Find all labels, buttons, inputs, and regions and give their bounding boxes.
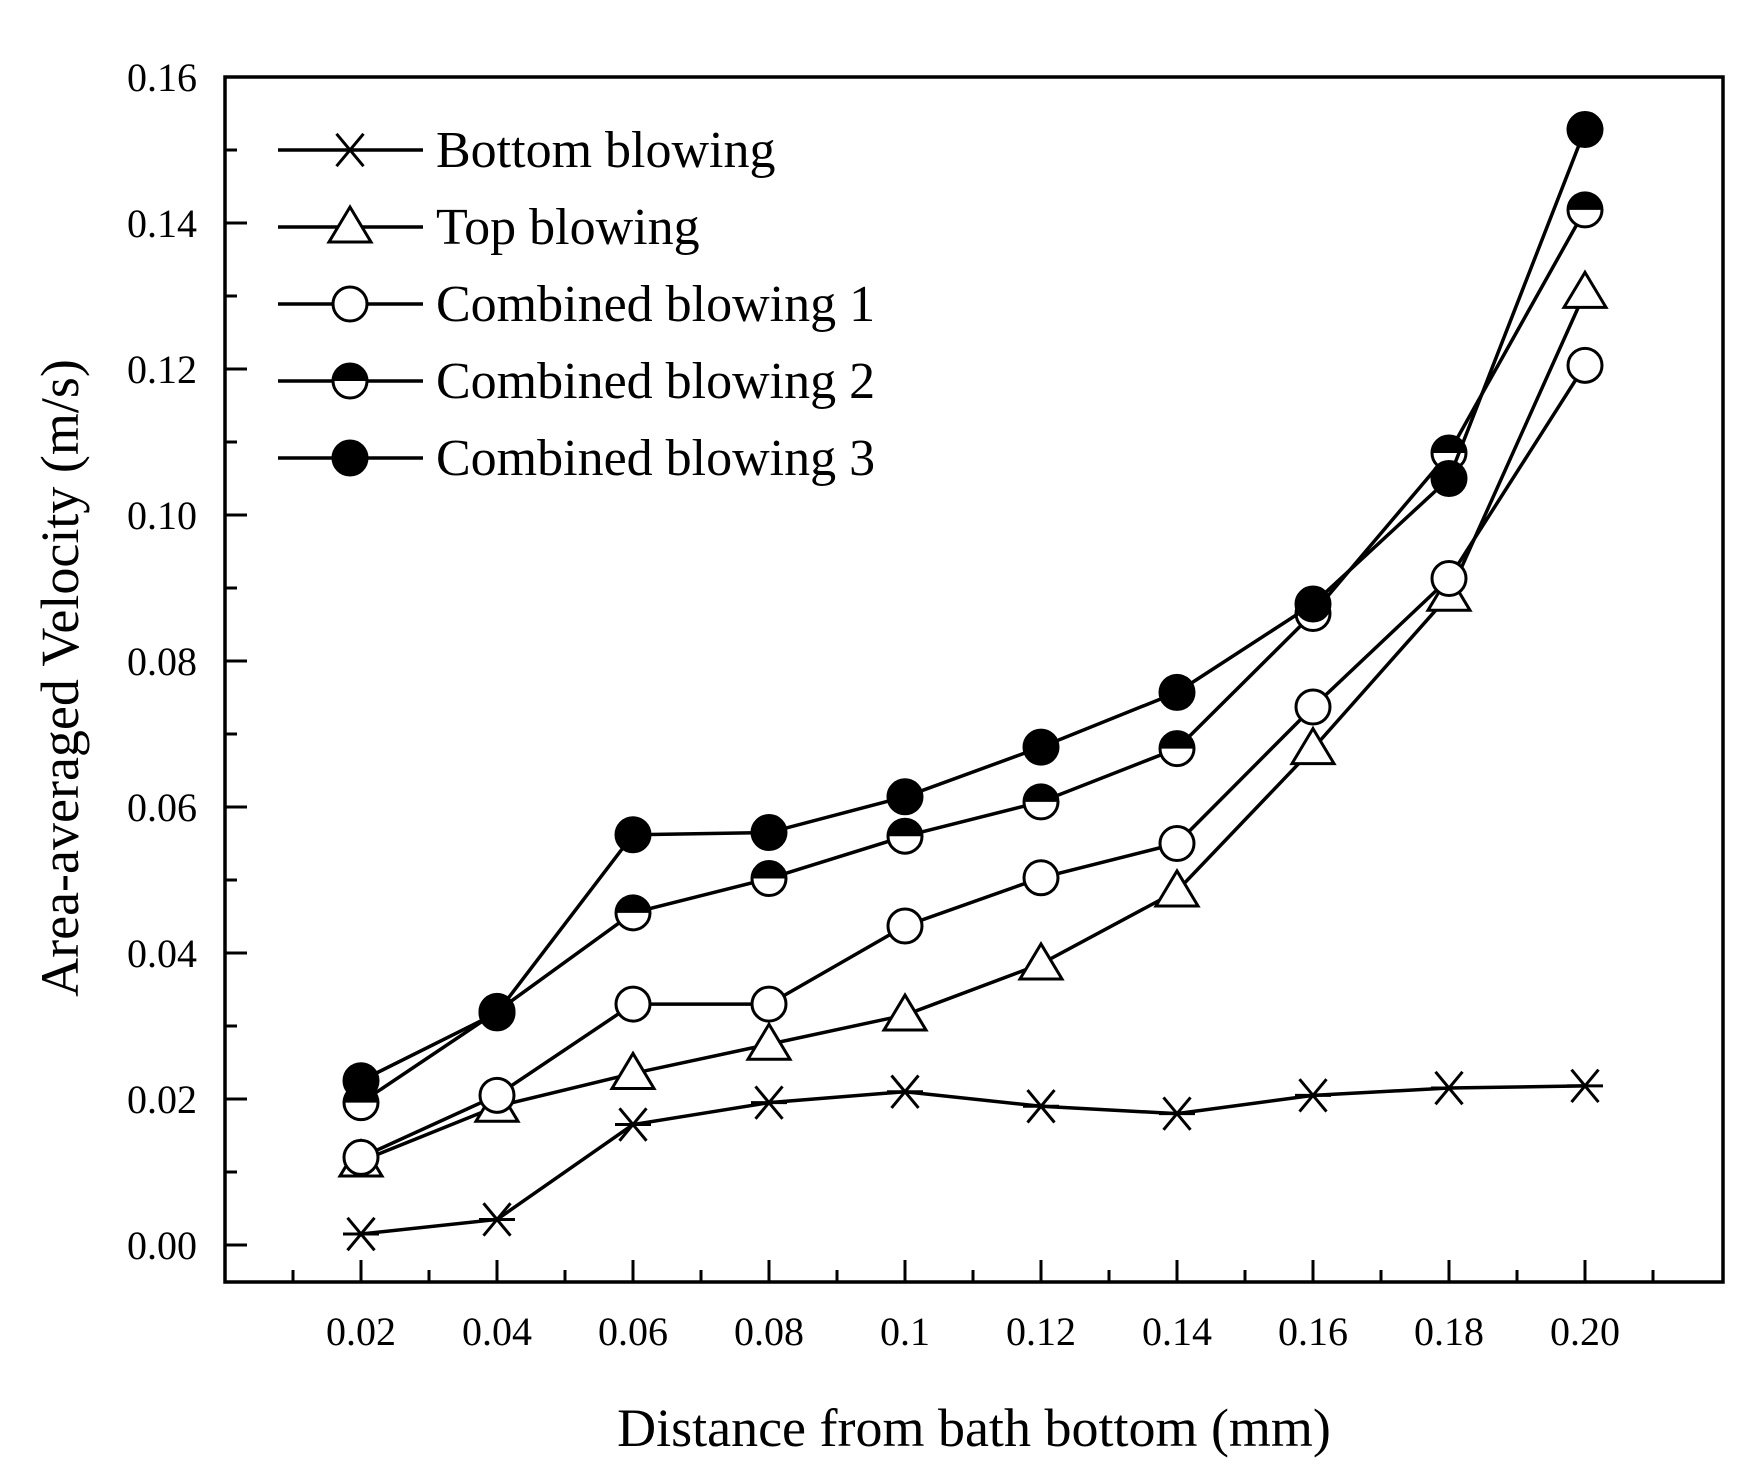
data-point [1022, 859, 1060, 897]
legend-label: Combined blowing 3 [436, 430, 875, 487]
series-line [360, 291, 1587, 1163]
data-point [886, 907, 924, 945]
data-point [609, 1050, 657, 1090]
legend-label: Combined blowing 2 [436, 353, 875, 410]
data-point [1153, 868, 1201, 908]
legend-marker [331, 285, 369, 323]
y-tick-label: 0.08 [127, 639, 197, 684]
legend-label: Top blowing [436, 199, 700, 256]
data-point [1294, 688, 1332, 726]
data-point [1566, 111, 1604, 149]
data-point [750, 985, 788, 1023]
data-point [614, 816, 652, 854]
data-point [886, 817, 924, 855]
x-axis: 0.02 0.04 0.06 0.08 0.1 0.12 0.14 0.16 0.18 0.20 [291, 1260, 1655, 1354]
data-point [745, 1021, 793, 1061]
data-point [1566, 346, 1604, 384]
x-tick-label: 0.08 [734, 1309, 804, 1354]
data-point [1289, 725, 1337, 766]
data-point [1023, 1089, 1059, 1124]
data-point [615, 1107, 651, 1142]
legend-item: Combined blowing 1 [278, 276, 875, 333]
data-point [614, 894, 652, 932]
data-point [1158, 730, 1196, 768]
series-bottom-blowing [343, 1068, 1603, 1252]
data-point [886, 778, 924, 816]
legend-item: Top blowing [278, 199, 700, 256]
series-line [360, 364, 1587, 1159]
x-tick-label: 0.04 [462, 1309, 532, 1354]
legend-label: Bottom blowing [436, 122, 775, 179]
legend-item: Combined blowing 2 [278, 353, 875, 410]
y-tick-label: 0.02 [127, 1077, 197, 1122]
y-tick-label: 0.06 [127, 785, 197, 830]
data-point [1022, 783, 1060, 821]
data-point [1567, 1068, 1603, 1104]
data-point [1430, 560, 1468, 598]
y-axis-title: Area-averaged Velocity (m/s) [30, 359, 90, 997]
data-point [1431, 1070, 1467, 1106]
legend-marker [331, 362, 369, 400]
series-combined-blowing-1 [342, 346, 1604, 1176]
data-point [1566, 191, 1604, 229]
data-point [1295, 1078, 1331, 1113]
series-line [360, 128, 1587, 1083]
data-point [342, 1062, 380, 1100]
x-tick-label: 0.1 [880, 1309, 930, 1354]
data-point [1022, 728, 1060, 766]
legend-label: Combined blowing 1 [436, 276, 875, 333]
legend-marker [326, 204, 374, 244]
data-point [1294, 585, 1332, 623]
y-tick-label: 0.10 [127, 493, 197, 538]
data-point [1159, 1096, 1195, 1131]
series-line [360, 209, 1587, 1105]
series-combined-blowing-3 [342, 111, 1604, 1100]
x-tick-label: 0.18 [1414, 1309, 1484, 1354]
y-tick-label: 0.12 [127, 347, 197, 392]
data-point [342, 1138, 380, 1176]
data-point [343, 1216, 379, 1252]
x-tick-label: 0.16 [1278, 1309, 1348, 1354]
legend-item: Combined blowing 3 [278, 430, 875, 487]
data-point [478, 994, 516, 1032]
y-tick-label: 0.16 [127, 55, 197, 100]
data-point [614, 985, 652, 1023]
y-tick-label: 0.14 [127, 201, 197, 246]
data-point [478, 1076, 516, 1114]
legend: Bottom blowing Top blowing Combined blowin… [278, 122, 875, 487]
x-tick-label: 0.12 [1006, 1309, 1076, 1354]
series-layer [337, 111, 1609, 1252]
x-tick-label: 0.02 [326, 1309, 396, 1354]
y-tick-label: 0.04 [127, 931, 197, 976]
data-point [1430, 460, 1468, 497]
y-axis: 0.00 0.02 0.04 0.06 0.08 0.10 0.12 0.14 0.16 [127, 55, 247, 1268]
x-tick-label: 0.06 [598, 1309, 668, 1354]
legend-item: Bottom blowing [278, 122, 775, 179]
data-point [750, 860, 788, 898]
series-combined-blowing-2 [342, 191, 1604, 1122]
series-line [360, 1084, 1586, 1236]
data-point [750, 814, 788, 852]
legend-marker [332, 132, 368, 168]
x-tick-label: 0.20 [1550, 1309, 1620, 1354]
data-point [1561, 269, 1609, 309]
legend-marker [331, 439, 369, 477]
data-point [881, 992, 929, 1032]
x-tick-label: 0.14 [1142, 1309, 1212, 1354]
plot-frame [223, 75, 1725, 1284]
data-point [1017, 941, 1065, 981]
data-point [887, 1074, 923, 1109]
data-point [751, 1085, 787, 1120]
data-point [1158, 673, 1196, 711]
y-tick-label: 0.00 [127, 1223, 197, 1268]
x-axis-title: Distance from bath bottom (mm) [617, 1398, 1331, 1458]
data-point [1158, 825, 1196, 862]
data-point [479, 1202, 515, 1237]
